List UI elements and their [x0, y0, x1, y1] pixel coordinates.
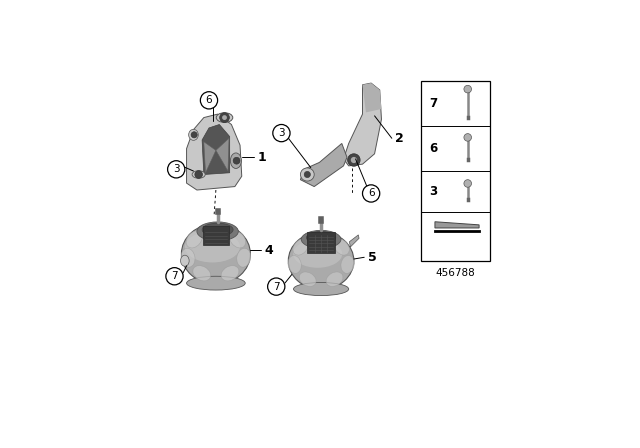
Polygon shape [204, 142, 216, 173]
Polygon shape [187, 114, 242, 190]
Circle shape [362, 185, 380, 202]
Text: 5: 5 [367, 251, 376, 264]
Circle shape [220, 113, 229, 122]
Ellipse shape [197, 222, 238, 241]
Circle shape [464, 134, 472, 141]
Ellipse shape [293, 240, 342, 268]
Ellipse shape [193, 266, 211, 281]
Text: 2: 2 [396, 132, 404, 145]
Text: 3: 3 [173, 164, 180, 174]
Ellipse shape [312, 233, 330, 246]
Ellipse shape [341, 255, 354, 273]
Ellipse shape [180, 255, 189, 266]
Ellipse shape [300, 168, 314, 181]
Ellipse shape [289, 232, 354, 289]
Text: 6: 6 [205, 95, 212, 105]
Ellipse shape [307, 232, 336, 244]
Ellipse shape [192, 171, 205, 178]
Text: 6: 6 [429, 142, 437, 155]
Circle shape [351, 157, 357, 163]
Circle shape [348, 154, 360, 166]
Circle shape [195, 171, 202, 178]
Text: 3: 3 [429, 185, 437, 198]
Circle shape [168, 161, 185, 178]
Ellipse shape [294, 283, 349, 296]
Polygon shape [202, 125, 230, 174]
Ellipse shape [186, 231, 202, 248]
Circle shape [304, 172, 310, 177]
Circle shape [222, 115, 227, 120]
Text: 7: 7 [273, 282, 280, 292]
Text: 456788: 456788 [436, 268, 476, 278]
Ellipse shape [202, 223, 233, 236]
Polygon shape [362, 83, 381, 112]
Ellipse shape [326, 272, 343, 286]
Circle shape [273, 125, 290, 142]
Ellipse shape [230, 231, 246, 248]
Ellipse shape [300, 272, 316, 286]
Bar [307, 233, 335, 253]
Text: 7: 7 [171, 271, 178, 281]
Ellipse shape [187, 276, 245, 290]
Circle shape [464, 180, 472, 187]
Ellipse shape [293, 239, 308, 255]
Ellipse shape [189, 129, 198, 140]
Circle shape [268, 278, 285, 295]
Polygon shape [216, 138, 229, 171]
Text: 4: 4 [264, 244, 273, 257]
Ellipse shape [221, 266, 239, 281]
Ellipse shape [181, 224, 250, 284]
Circle shape [191, 132, 197, 138]
Polygon shape [349, 235, 359, 247]
Circle shape [166, 267, 183, 285]
Circle shape [200, 92, 218, 109]
Ellipse shape [301, 230, 341, 248]
Polygon shape [300, 143, 347, 186]
Ellipse shape [237, 248, 251, 267]
Polygon shape [435, 222, 479, 228]
Text: 1: 1 [257, 151, 266, 164]
Text: 3: 3 [278, 128, 285, 138]
Ellipse shape [207, 224, 225, 238]
Polygon shape [344, 83, 381, 166]
Ellipse shape [185, 232, 240, 263]
Bar [203, 226, 229, 245]
Text: 7: 7 [429, 97, 437, 110]
Bar [421, 82, 490, 261]
Circle shape [233, 157, 240, 164]
Ellipse shape [181, 248, 195, 267]
Circle shape [464, 85, 472, 93]
Text: 6: 6 [368, 189, 374, 198]
Ellipse shape [288, 255, 301, 273]
Ellipse shape [230, 153, 241, 168]
Ellipse shape [216, 113, 233, 122]
Ellipse shape [334, 239, 349, 255]
